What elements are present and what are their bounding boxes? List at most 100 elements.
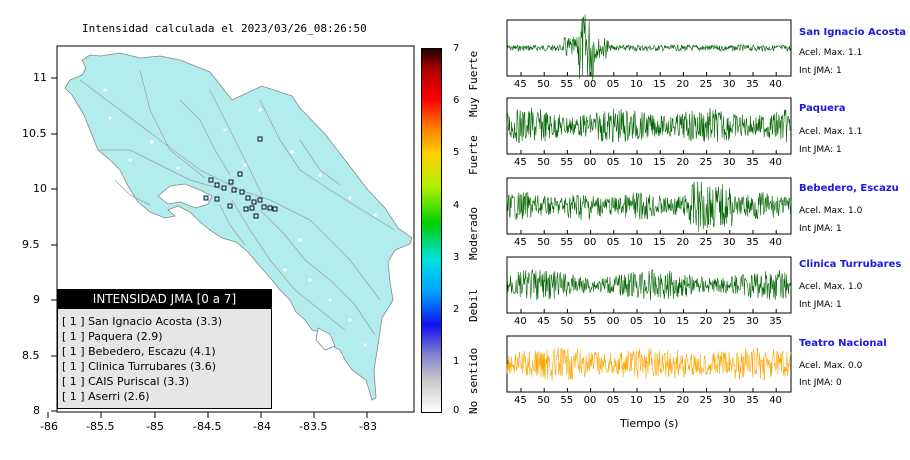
time-tick-label: 50	[537, 395, 550, 406]
time-tick-label: 15	[653, 395, 666, 406]
y-tick: 11	[33, 71, 47, 84]
y-tick: 10	[33, 182, 47, 195]
time-tick-label: 45	[514, 237, 527, 248]
legend-item: [ 1 ] CAIS Puriscal (3.3)	[62, 375, 190, 388]
x-tick: -85.5	[86, 420, 115, 433]
time-tick-label: 30	[722, 395, 736, 406]
time-tick-label: 25	[699, 157, 713, 168]
time-tick-label: 35	[746, 157, 759, 168]
time-tick-label: 20	[699, 316, 713, 327]
time-tick-label: 55	[583, 316, 597, 327]
time-tick-label: 00	[583, 237, 597, 248]
station-acel: Acel. Max. 1.0	[799, 282, 863, 292]
waveform-trace	[506, 347, 792, 381]
time-tick-label: 00	[606, 316, 620, 327]
time-tick-label: 10	[630, 79, 643, 90]
time-tick-label: 10	[630, 157, 643, 168]
colorbar-tick: 5	[453, 147, 460, 158]
station-name: Teatro Nacional	[799, 338, 887, 349]
legend-item: [ 1 ] Bebedero, Escazu (4.1)	[62, 345, 216, 358]
time-tick-label: 00	[583, 157, 597, 168]
time-tick-label: 25	[699, 79, 713, 90]
golfo-dulce	[315, 327, 336, 351]
time-tick-label: 45	[514, 395, 527, 406]
station-markers	[203, 136, 278, 219]
time-axis-label: Tiempo (s)	[620, 417, 679, 430]
time-tick-label: 35	[769, 316, 782, 327]
time-tick-label: 20	[676, 79, 690, 90]
time-tick-label: 50	[537, 79, 550, 90]
time-tick-label: 45	[514, 157, 527, 168]
colorbar-tick: 7	[453, 43, 460, 54]
time-tick-label: 30	[722, 79, 736, 90]
waveform-trace	[506, 14, 792, 82]
colorbar-tick: 4	[453, 200, 460, 211]
time-tick-label: 05	[606, 237, 620, 248]
city-dots	[103, 88, 377, 347]
station-int: Int JMA: 1	[799, 224, 842, 234]
legend-item: [ 1 ] Paquera (2.9)	[62, 330, 163, 343]
time-tick-label: 05	[606, 79, 620, 90]
station-int: Int JMA: 1	[799, 300, 842, 310]
time-tick-label: 25	[699, 395, 713, 406]
station-acel: Acel. Max. 1.1	[799, 127, 863, 137]
intensity-colorbar	[421, 48, 442, 413]
x-tick: -84.5	[193, 420, 222, 433]
colorbar-tick: 6	[453, 95, 460, 106]
time-tick-label: 25	[699, 237, 713, 248]
station-int: Int JMA: 0	[799, 378, 842, 388]
time-tick-label: 15	[653, 157, 666, 168]
time-tick-label: 20	[676, 395, 690, 406]
waveform-trace	[506, 181, 792, 232]
legend-item: [ 1 ] San Ignacio Acosta (3.3)	[62, 315, 222, 328]
x-tick: -85	[146, 420, 164, 433]
time-tick-label: 55	[560, 237, 574, 248]
y-tick: 9	[33, 293, 40, 306]
colorbar-tick: 1	[453, 356, 460, 367]
x-tick: -83.5	[299, 420, 328, 433]
y-tick: 8.5	[22, 349, 40, 362]
station-acel: Acel. Max. 0.0	[799, 361, 863, 371]
legend-item: [ 1 ] Clinica Turrubares (3.6)	[62, 360, 217, 373]
costa-rica-land	[64, 52, 413, 401]
time-tick-label: 10	[630, 237, 643, 248]
time-tick-label: 15	[653, 79, 666, 90]
time-tick-label: 35	[746, 79, 759, 90]
time-tick-label: 50	[537, 237, 550, 248]
time-tick-label: 05	[630, 316, 643, 327]
time-tick-label: 40	[769, 79, 782, 90]
time-tick-label: 40	[769, 237, 782, 248]
x-tick: -86	[40, 420, 58, 433]
map-title: Intensidad calculada el 2023/03/26_08:26…	[82, 22, 367, 35]
time-tick-label: 00	[583, 79, 597, 90]
station-name: Clinica Turrubares	[799, 259, 902, 270]
time-tick-label: 35	[746, 395, 759, 406]
y-tick: 10.5	[22, 127, 47, 140]
time-tick-label: 35	[746, 237, 759, 248]
y-tick: 9.5	[22, 238, 40, 251]
time-tick-label: 40	[514, 316, 527, 327]
time-tick-label: 55	[560, 157, 574, 168]
station-int: Int JMA: 1	[799, 145, 842, 155]
time-tick-label: 40	[769, 395, 782, 406]
station-acel: Acel. Max. 1.0	[799, 206, 863, 216]
time-tick-label: 00	[583, 395, 597, 406]
time-tick-label: 15	[676, 316, 690, 327]
time-tick-label: 10	[630, 395, 643, 406]
gulf-of-nicoya	[157, 183, 213, 209]
time-tick-label: 45	[537, 316, 550, 327]
colorbar-tick: 2	[453, 304, 460, 315]
time-tick-label: 55	[560, 79, 574, 90]
station-name: San Ignacio Acosta	[799, 27, 907, 38]
map-axis-ticks	[47, 77, 368, 418]
intensity-legend: INTENSIDAD JMA [0 a 7] [ 1 ] San Ignacio…	[57, 289, 272, 409]
time-tick-label: 10	[653, 316, 666, 327]
time-tick-label: 30	[722, 157, 736, 168]
time-tick-label: 05	[606, 395, 620, 406]
station-name: Bebedero, Escazu	[799, 183, 899, 194]
waveform-trace	[506, 269, 792, 301]
time-tick-label: 40	[769, 157, 782, 168]
legend-header: INTENSIDAD JMA [0 a 7]	[58, 290, 271, 309]
station-int: Int JMA: 1	[799, 66, 842, 76]
time-tick-label: 15	[653, 237, 666, 248]
